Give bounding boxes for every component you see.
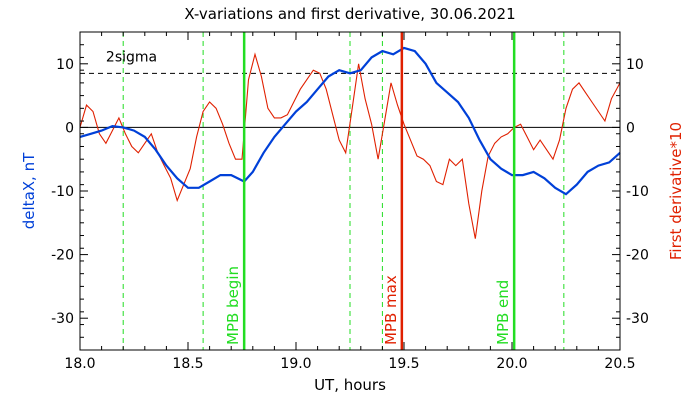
y-tick-label-right: 10 [626, 57, 644, 73]
series-layer [79, 46, 621, 239]
y-tick-label-right: 0 [626, 120, 635, 136]
y-tick-label-left: -10 [51, 184, 74, 200]
y-tick-label-right: -20 [626, 248, 649, 264]
x-tick-label: 20.5 [604, 356, 635, 372]
y-tick-label-right: -10 [626, 184, 649, 200]
reference-lines [80, 32, 620, 350]
sigma-label: 2sigma [106, 49, 157, 65]
chart-title: X-variations and first derivative, 30.06… [184, 5, 515, 23]
mpb-markers: MPB begin MPB max MPB end [224, 32, 516, 350]
y-tick-label-left: -30 [51, 311, 74, 327]
x-tick-label: 19.5 [388, 356, 419, 372]
y-tick-label-right: -30 [626, 311, 649, 327]
y-tick-label-left: -20 [51, 248, 74, 264]
y-tick-label-left: 0 [65, 120, 74, 136]
derivative-series-line [79, 52, 621, 239]
deltax-series-line [79, 46, 621, 196]
y-tick-label-left: 10 [56, 57, 74, 73]
x-tick-label: 18.0 [64, 356, 95, 372]
axes: 18.0 18.5 19.0 19.5 20.0 20.5 -30 -30 -20 -20 -10 -… [51, 31, 649, 372]
x-tick-label: 19.0 [280, 356, 311, 372]
x-axis-label: UT, hours [314, 376, 386, 394]
mpb-marker-label: MPB begin [224, 266, 242, 345]
x-tick-label: 18.5 [172, 356, 203, 372]
mpb-marker-label: MPB end [494, 280, 512, 345]
y-axis-left-label: deltaX, nT [20, 152, 38, 229]
x-tick-label: 20.0 [496, 356, 527, 372]
y-axis-right-label: First derivative*10 [667, 122, 685, 260]
mpb-marker-label: MPB max [382, 275, 400, 345]
